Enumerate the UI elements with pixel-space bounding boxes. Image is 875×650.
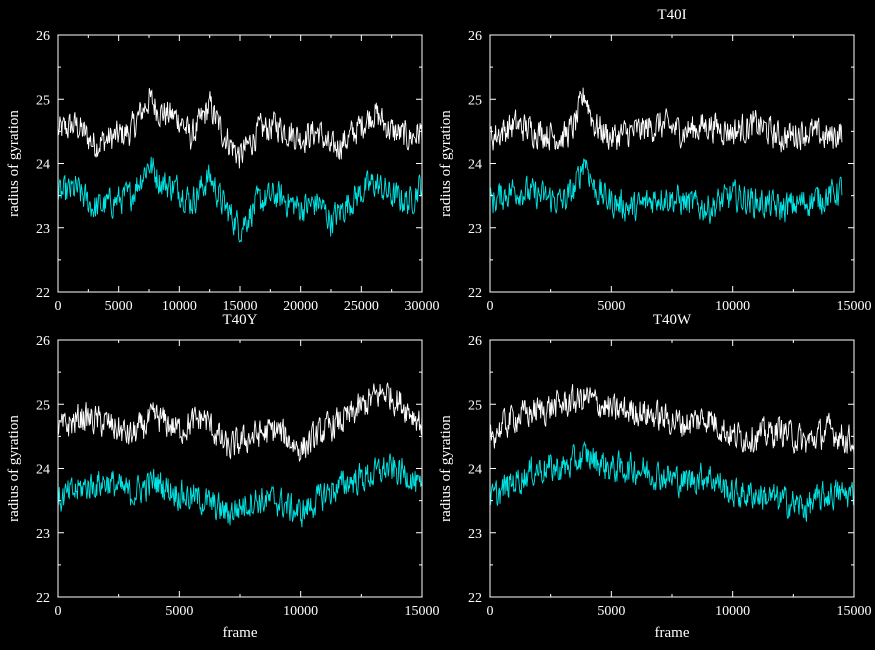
y-tick-label: 25 <box>468 398 482 413</box>
x-tick-label: 0 <box>55 299 62 314</box>
x-tick-label: 5000 <box>597 299 625 314</box>
y-tick-label: 23 <box>36 222 50 237</box>
y-tick-label: 26 <box>36 334 50 349</box>
x-tick-label: 5000 <box>597 604 625 619</box>
series-line-1 <box>490 384 854 456</box>
y-tick-label: 25 <box>36 398 50 413</box>
x-axis-label: frame <box>223 625 258 641</box>
series-line-1 <box>490 87 843 153</box>
y-tick-label: 24 <box>468 158 482 173</box>
y-tick-label: 25 <box>36 93 50 108</box>
y-tick-label: 22 <box>468 591 482 606</box>
x-tick-label: 15000 <box>223 299 258 314</box>
x-tick-label: 10000 <box>715 604 750 619</box>
x-tick-label: 10000 <box>162 299 197 314</box>
y-tick-label: 25 <box>468 93 482 108</box>
chart-panel-3: 0 5000 10000 15000 22 23 24 25 26 radius of gyrat… <box>6 312 440 641</box>
y-tick-label: 26 <box>468 29 482 44</box>
series-line-2 <box>58 453 422 528</box>
x-tick-label: 20000 <box>283 299 318 314</box>
x-axis-label: frame <box>655 625 690 641</box>
x-tick-label: 10000 <box>283 604 318 619</box>
y-tick-label: 22 <box>36 286 50 301</box>
y-tick-label: 23 <box>468 222 482 237</box>
y-tick-label: 23 <box>36 527 50 542</box>
y-tick-label: 24 <box>36 463 50 478</box>
y-tick-label: 22 <box>36 591 50 606</box>
chart-title: T40Y <box>223 312 258 328</box>
y-tick-label: 24 <box>36 158 50 173</box>
y-tick-label: 23 <box>468 527 482 542</box>
x-tick-label: 0 <box>487 299 494 314</box>
series-line-2 <box>490 440 854 522</box>
chart-panels: 0 5000 10000 15000 20000 25000 300002223242526… <box>6 7 872 641</box>
chart-panel-1: 0 5000 10000 15000 20000 25000 30000 22 23 24 25 26… <box>6 29 440 314</box>
x-tick-label: 30000 <box>405 299 440 314</box>
y-axis-label: radius of gyration <box>6 110 22 217</box>
series-line-1 <box>58 382 422 462</box>
y-axis-label: radius of gyration <box>438 110 454 217</box>
x-tick-label: 15000 <box>837 604 872 619</box>
x-tick-label: 5000 <box>165 604 193 619</box>
y-axis-label: radius of gyration <box>438 415 454 522</box>
x-tick-label: 5000 <box>105 299 133 314</box>
x-tick-label: 10000 <box>715 299 750 314</box>
series-line-2 <box>490 158 843 224</box>
x-tick-label: 0 <box>55 604 62 619</box>
chart-title: T40I <box>657 7 686 23</box>
series-line-1 <box>58 88 422 169</box>
chart-panel-4: 0 5000 10000 15000 22 23 24 25 26 radius of gyrat… <box>438 312 872 641</box>
x-tick-label: 15000 <box>405 604 440 619</box>
series-line-2 <box>58 156 422 243</box>
y-axis-label: radius of gyration <box>6 415 22 522</box>
x-tick-label: 25000 <box>344 299 379 314</box>
y-tick-label: 22 <box>468 286 482 301</box>
y-tick-label: 26 <box>36 29 50 44</box>
chart-panel-2: 0 5000 10000 15000 22 23 24 25 26 radius of gyrat… <box>438 7 872 314</box>
x-tick-label: 15000 <box>837 299 872 314</box>
chart-title: T40W <box>653 312 692 328</box>
y-tick-label: 24 <box>468 463 482 478</box>
x-tick-label: 0 <box>487 604 494 619</box>
y-tick-label: 26 <box>468 334 482 349</box>
